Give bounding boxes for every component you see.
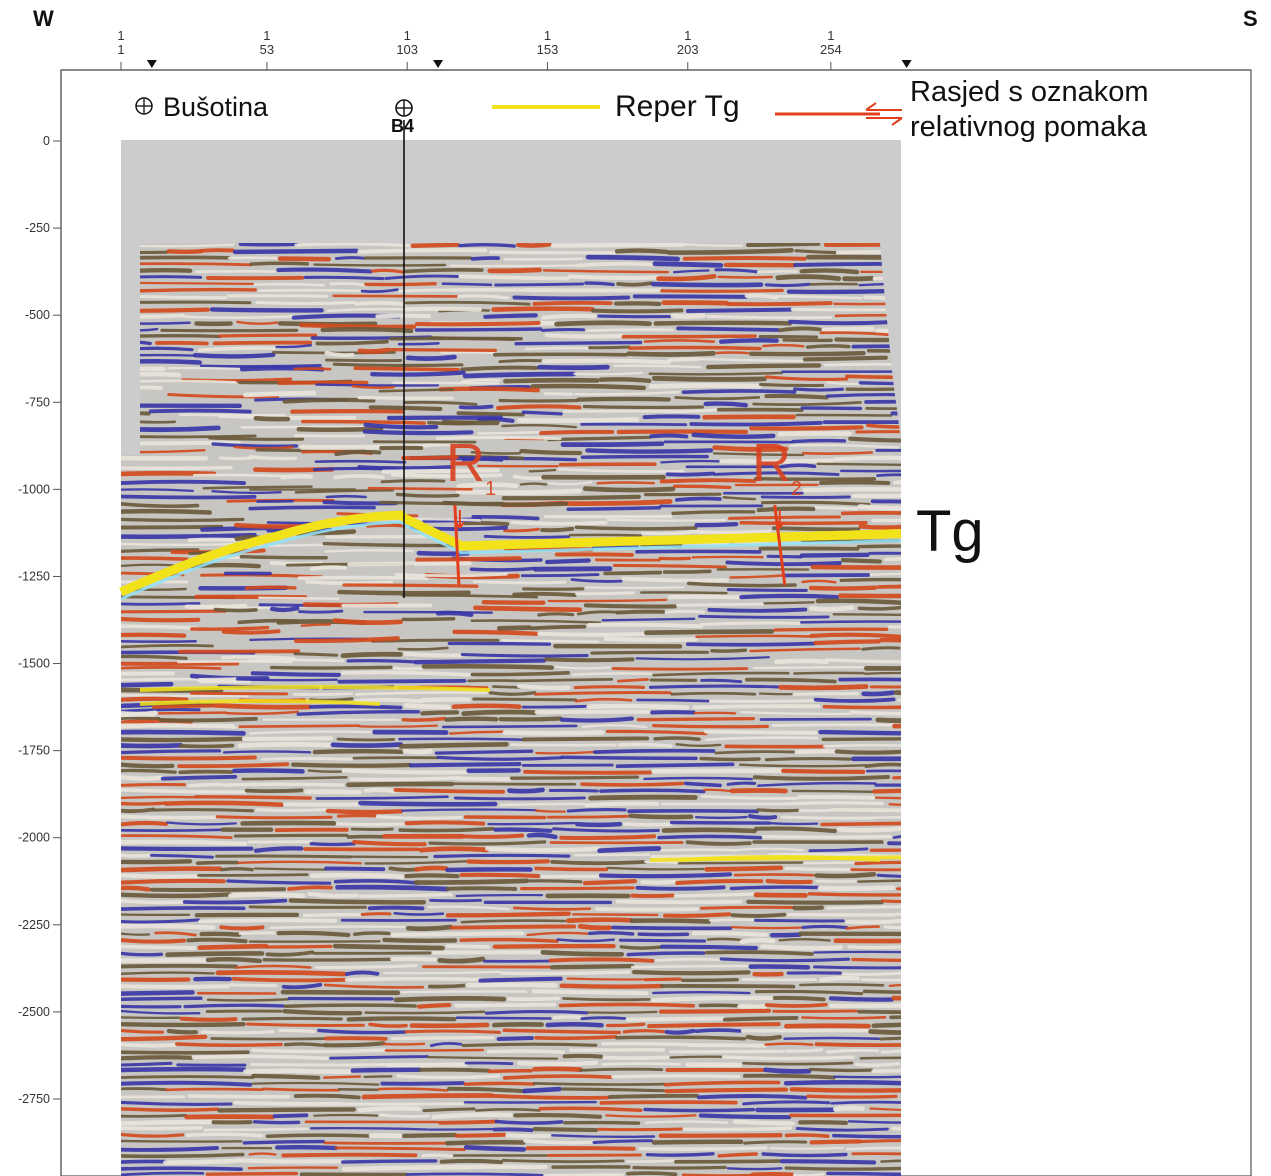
direction-south: S: [1243, 6, 1258, 31]
depth-tick-label: -1500: [18, 657, 50, 671]
horizon-tg-core: [120, 520, 902, 601]
depth-tick-label: -2500: [18, 1005, 50, 1019]
fault-r1-letter: R: [446, 433, 485, 493]
depth-tick-label: -500: [25, 308, 50, 322]
direction-west: W: [33, 6, 54, 31]
top-tick-label-upper: 1: [827, 28, 834, 43]
horizon-tg-label: Tg: [916, 499, 984, 564]
top-tick-label-lower: 203: [677, 42, 699, 57]
depth-tick-label: -2750: [18, 1092, 50, 1106]
fault-r2-index: 2: [791, 478, 803, 500]
fault-r1-label: R1: [446, 436, 496, 516]
depth-tick-label: -1250: [18, 569, 50, 583]
fault-r2-displacement-icon: [774, 510, 785, 529]
top-tick-label-upper: 1: [117, 28, 124, 43]
well-b4-symbol-icon: [395, 99, 413, 117]
depth-tick-label: 0: [43, 134, 50, 148]
top-tick-label-lower: 1: [117, 42, 124, 57]
trace-marker-icon: [901, 60, 912, 68]
depth-tick-label: -2250: [18, 918, 50, 932]
legend-fault-label-line1: Rasjed s oznakom: [910, 76, 1149, 108]
legend-reference-label: Reper Tg: [615, 90, 740, 123]
top-tick-label-upper: 1: [684, 28, 691, 43]
faults-layer: [453, 504, 787, 586]
top-tick-label-upper: 1: [544, 28, 551, 43]
depth-tick-label: -1750: [18, 744, 50, 758]
left-axis: 0 -250 -500 -750 -1000 -1250 -1500 -1750 -2000 -2…: [18, 70, 62, 1176]
legend-well-symbol-icon: [135, 97, 153, 115]
fault-displacement-arrows-icon: [865, 102, 903, 126]
top-tick-label-upper: 1: [263, 28, 270, 43]
trace-marker-icon: [146, 60, 157, 68]
legend-well-label: Bušotina: [163, 92, 269, 122]
legend-fault-label-line2: relativnog pomaka: [910, 111, 1147, 143]
depth-tick-label: -250: [25, 221, 50, 235]
well-name-label: B4: [391, 116, 415, 136]
horizon-tg-line: [119, 510, 902, 597]
fault-r2-line: [773, 504, 787, 586]
depth-tick-label: -1000: [18, 482, 50, 496]
fault-r1-line: [453, 504, 461, 586]
fault-r1-displacement-icon: [455, 510, 465, 529]
top-tick-label-lower: 53: [260, 42, 274, 57]
trace-marker-icon: [433, 60, 444, 68]
fault-r2-label: R2: [752, 436, 802, 516]
top-tick-label-upper: 1: [404, 28, 411, 43]
top-tick-label-lower: 103: [396, 42, 418, 57]
depth-tick-label: -2000: [18, 831, 50, 845]
top-tick-label-lower: 153: [537, 42, 559, 57]
depth-tick-label: -750: [25, 395, 50, 409]
top-tick-label-lower: 254: [820, 42, 842, 57]
fault-r1-index: 1: [485, 478, 497, 500]
fault-r2-letter: R: [752, 433, 791, 493]
